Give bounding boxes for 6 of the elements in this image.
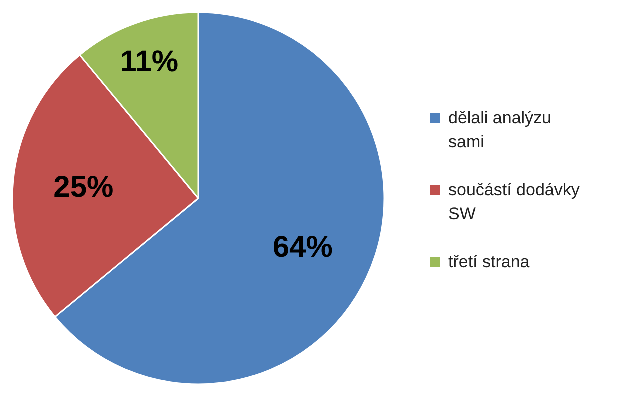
legend-label: dělali analýzu sami [448, 108, 552, 152]
data-label: 25% [54, 171, 114, 204]
legend-label: součástí dodávky SW [448, 180, 580, 224]
legend-label: třetí strana [448, 252, 530, 272]
data-label: 64% [272, 231, 333, 264]
data-label: 11% [120, 45, 179, 78]
